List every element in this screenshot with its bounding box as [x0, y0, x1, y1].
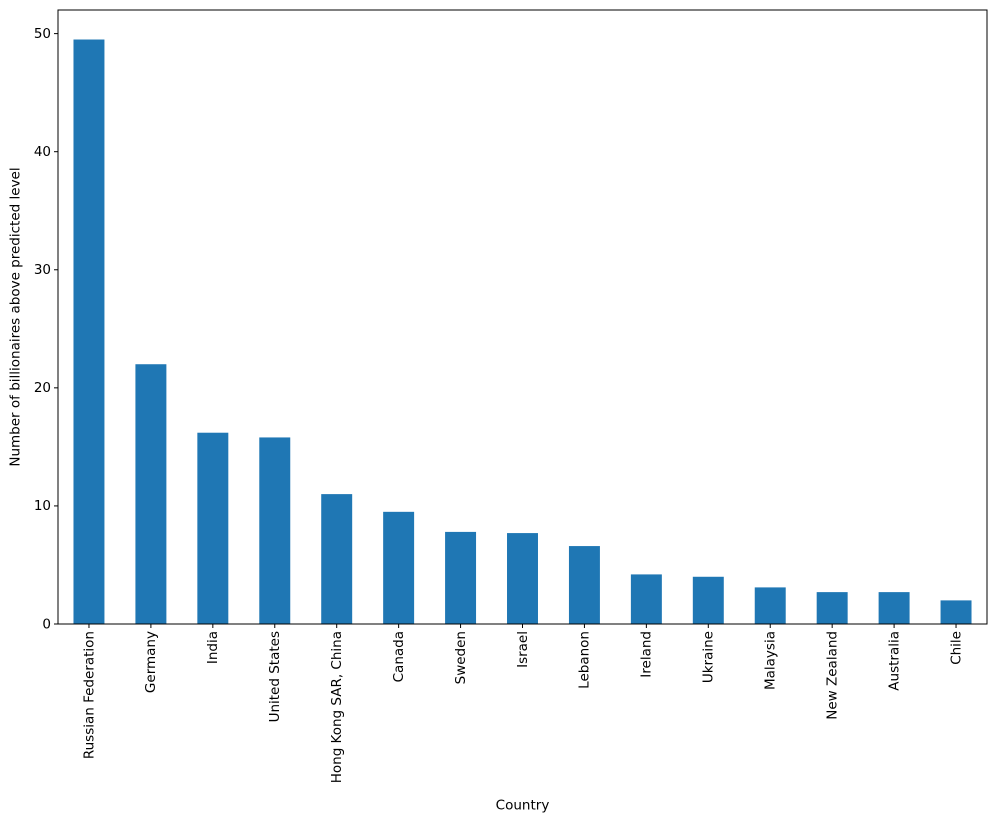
x-tick-label-ireland: Ireland [639, 631, 655, 678]
bar-ireland [630, 574, 662, 624]
plot-border [57, 9, 988, 625]
bar-new-zealand [816, 592, 848, 624]
bar-united-states [259, 437, 291, 624]
bar-malaysia [754, 587, 786, 624]
y-tick-label-0: 0 [42, 616, 51, 632]
bar-india [197, 432, 229, 624]
y-tick-label-50: 50 [34, 26, 51, 42]
x-tick-label-india: India [205, 631, 221, 664]
bar-canada [383, 511, 415, 624]
bar-lebanon [568, 546, 600, 624]
bar-australia [878, 592, 910, 624]
bar-russian-federation [73, 39, 105, 625]
bar-israel [507, 533, 538, 624]
x-axis-label: Country [496, 797, 550, 813]
y-tick-label-10: 10 [34, 498, 51, 514]
x-tick-label-lebanon: Lebanon [577, 631, 593, 689]
bar-ukraine [692, 576, 724, 624]
bar-chile [940, 600, 972, 624]
x-tick-label-malaysia: Malaysia [763, 631, 779, 690]
x-tick-label-ukraine: Ukraine [701, 631, 717, 683]
x-tick-label-new-zealand: New Zealand [824, 631, 840, 720]
x-tick-label-australia: Australia [886, 631, 902, 691]
y-axis-label: Number of billionaires above predicted l… [7, 167, 23, 466]
bar-hong-kong-sar-china [321, 494, 353, 624]
bar-germany [135, 364, 167, 624]
x-tick-label-hong-kong-sar-china: Hong Kong SAR, China [329, 631, 345, 783]
x-tick-label-germany: Germany [143, 631, 159, 693]
y-tick-label-30: 30 [34, 262, 51, 278]
x-tick-label-russian-federation: Russian Federation [81, 631, 97, 759]
y-tick-label-40: 40 [34, 144, 51, 160]
x-tick-label-chile: Chile [948, 631, 964, 665]
bar-sweden [445, 531, 477, 624]
x-tick-label-united-states: United States [267, 631, 283, 722]
x-tick-label-israel: Israel [515, 631, 531, 668]
x-tick-label-sweden: Sweden [453, 631, 469, 684]
y-tick-label-20: 20 [34, 380, 51, 396]
x-tick-label-canada: Canada [391, 631, 407, 682]
